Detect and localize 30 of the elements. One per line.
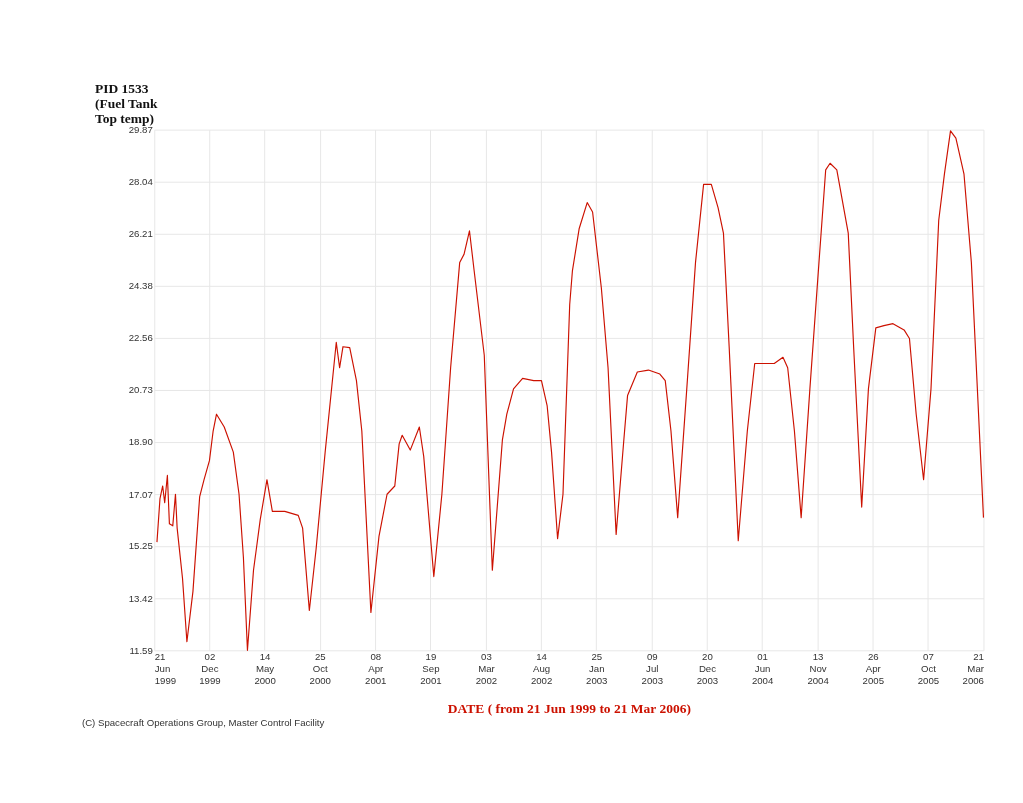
y-tick-label: 20.73 [128, 384, 153, 396]
x-tick-label: 20 Dec 2003 [696, 651, 719, 686]
x-tick-label: 02 Dec 1999 [199, 651, 221, 686]
y-tick-label: 28.04 [128, 176, 154, 188]
x-tick-label: 19 Sep 2001 [420, 651, 442, 686]
x-tick-label: 09 Jul 2003 [641, 651, 663, 686]
x-tick-label: 14 Aug 2002 [530, 651, 553, 686]
x-axis-title: DATE ( from 21 Jun 1999 to 21 Mar 2006) [447, 701, 691, 717]
y-tick-label: 26.21 [128, 228, 153, 240]
y-tick-label: 15.25 [128, 540, 153, 552]
x-tick-label: 13 Nov 2004 [807, 651, 830, 686]
x-tick-label: 01 Jun 2004 [751, 651, 774, 686]
text: (C) Spacecraft Operations Group, Master Control Facility [81, 716, 325, 728]
y-axis-title: PID 1533 (Fuel Tank Top temp) [94, 80, 159, 127]
y-tick-label: 11.59 [129, 644, 153, 656]
y-tick-label: 13.42 [128, 592, 153, 604]
x-tick-label: 14 May 2000 [254, 651, 276, 686]
line-series [156, 130, 985, 651]
x-tick-label: 21 Jun 1999 [154, 651, 177, 686]
x-tick-label: 08 Apr 2001 [365, 651, 387, 686]
y-tick-label: 18.90 [128, 436, 153, 448]
x-tick-label: 25 Jan 2003 [586, 651, 608, 686]
x-tick-label: 07 Oct 2005 [917, 651, 940, 686]
x-tick-label: 26 Apr 2005 [862, 651, 884, 686]
x-tick-label: 21 Mar 2006 [962, 651, 985, 686]
y-tick-label: 17.07 [128, 488, 153, 500]
x-tick-label: 03 Mar 2002 [475, 651, 498, 686]
y-tick-label: 24.38 [128, 280, 153, 292]
x-tick-label: 25 Oct 2000 [309, 651, 331, 686]
y-tick-label: 22.56 [128, 332, 153, 344]
